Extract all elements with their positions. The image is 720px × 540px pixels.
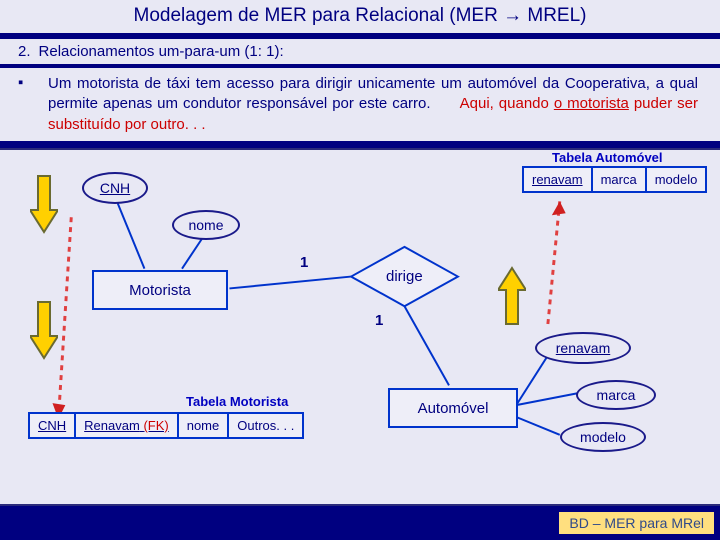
attr-modelo: modelo <box>560 422 646 452</box>
table-automovel: renavam marca modelo <box>522 166 707 193</box>
col-nome: nome <box>179 414 230 437</box>
entity-automovel: Automóvel <box>388 388 518 428</box>
yellow-arrow-icon <box>30 300 58 360</box>
body-text: Um motorista de táxi tem acesso para dir… <box>48 74 704 135</box>
col-cnh: CNH <box>30 414 76 437</box>
body-row: ▪ Um motorista de táxi tem acesso para d… <box>0 68 720 141</box>
entity-motorista: Motorista <box>92 270 228 310</box>
attr-nome: nome <box>172 210 240 240</box>
slide-title: Modelagem de MER para Relacional (MER → … <box>0 0 720 33</box>
section-row: 2. Relacionamentos um-para-um (1: 1): <box>0 39 720 64</box>
col-marca: marca <box>593 168 647 191</box>
col-outros: Outros. . . <box>229 414 302 437</box>
yellow-arrow-icon <box>30 174 58 234</box>
table-motorista-title: Tabela Motorista <box>186 394 288 409</box>
attr-renavam: renavam <box>535 332 631 364</box>
table-motorista: CNH Renavam (FK) nome Outros. . . <box>28 412 304 439</box>
diagram-canvas: CNH nome renavam marca modelo Motorista … <box>0 148 720 506</box>
cardinality-1b: 1 <box>375 312 383 329</box>
col-modelo: modelo <box>647 168 706 191</box>
attr-marca: marca <box>576 380 656 410</box>
table-automovel-title: Tabela Automóvel <box>552 150 663 165</box>
col-renavam: renavam <box>524 168 593 191</box>
yellow-arrow-up-icon <box>498 266 526 326</box>
section-heading: Relacionamentos um-para-um (1: 1): <box>39 43 284 60</box>
section-number: 2. <box>18 43 31 60</box>
col-renavam-fk: Renavam (FK) <box>76 414 179 437</box>
cardinality-1a: 1 <box>300 254 308 271</box>
relationship-label: dirige <box>386 268 423 285</box>
footer-badge: BD – MER para MRel <box>559 512 714 534</box>
bullet-icon: ▪ <box>18 74 28 135</box>
attr-cnh: CNH <box>82 172 148 204</box>
